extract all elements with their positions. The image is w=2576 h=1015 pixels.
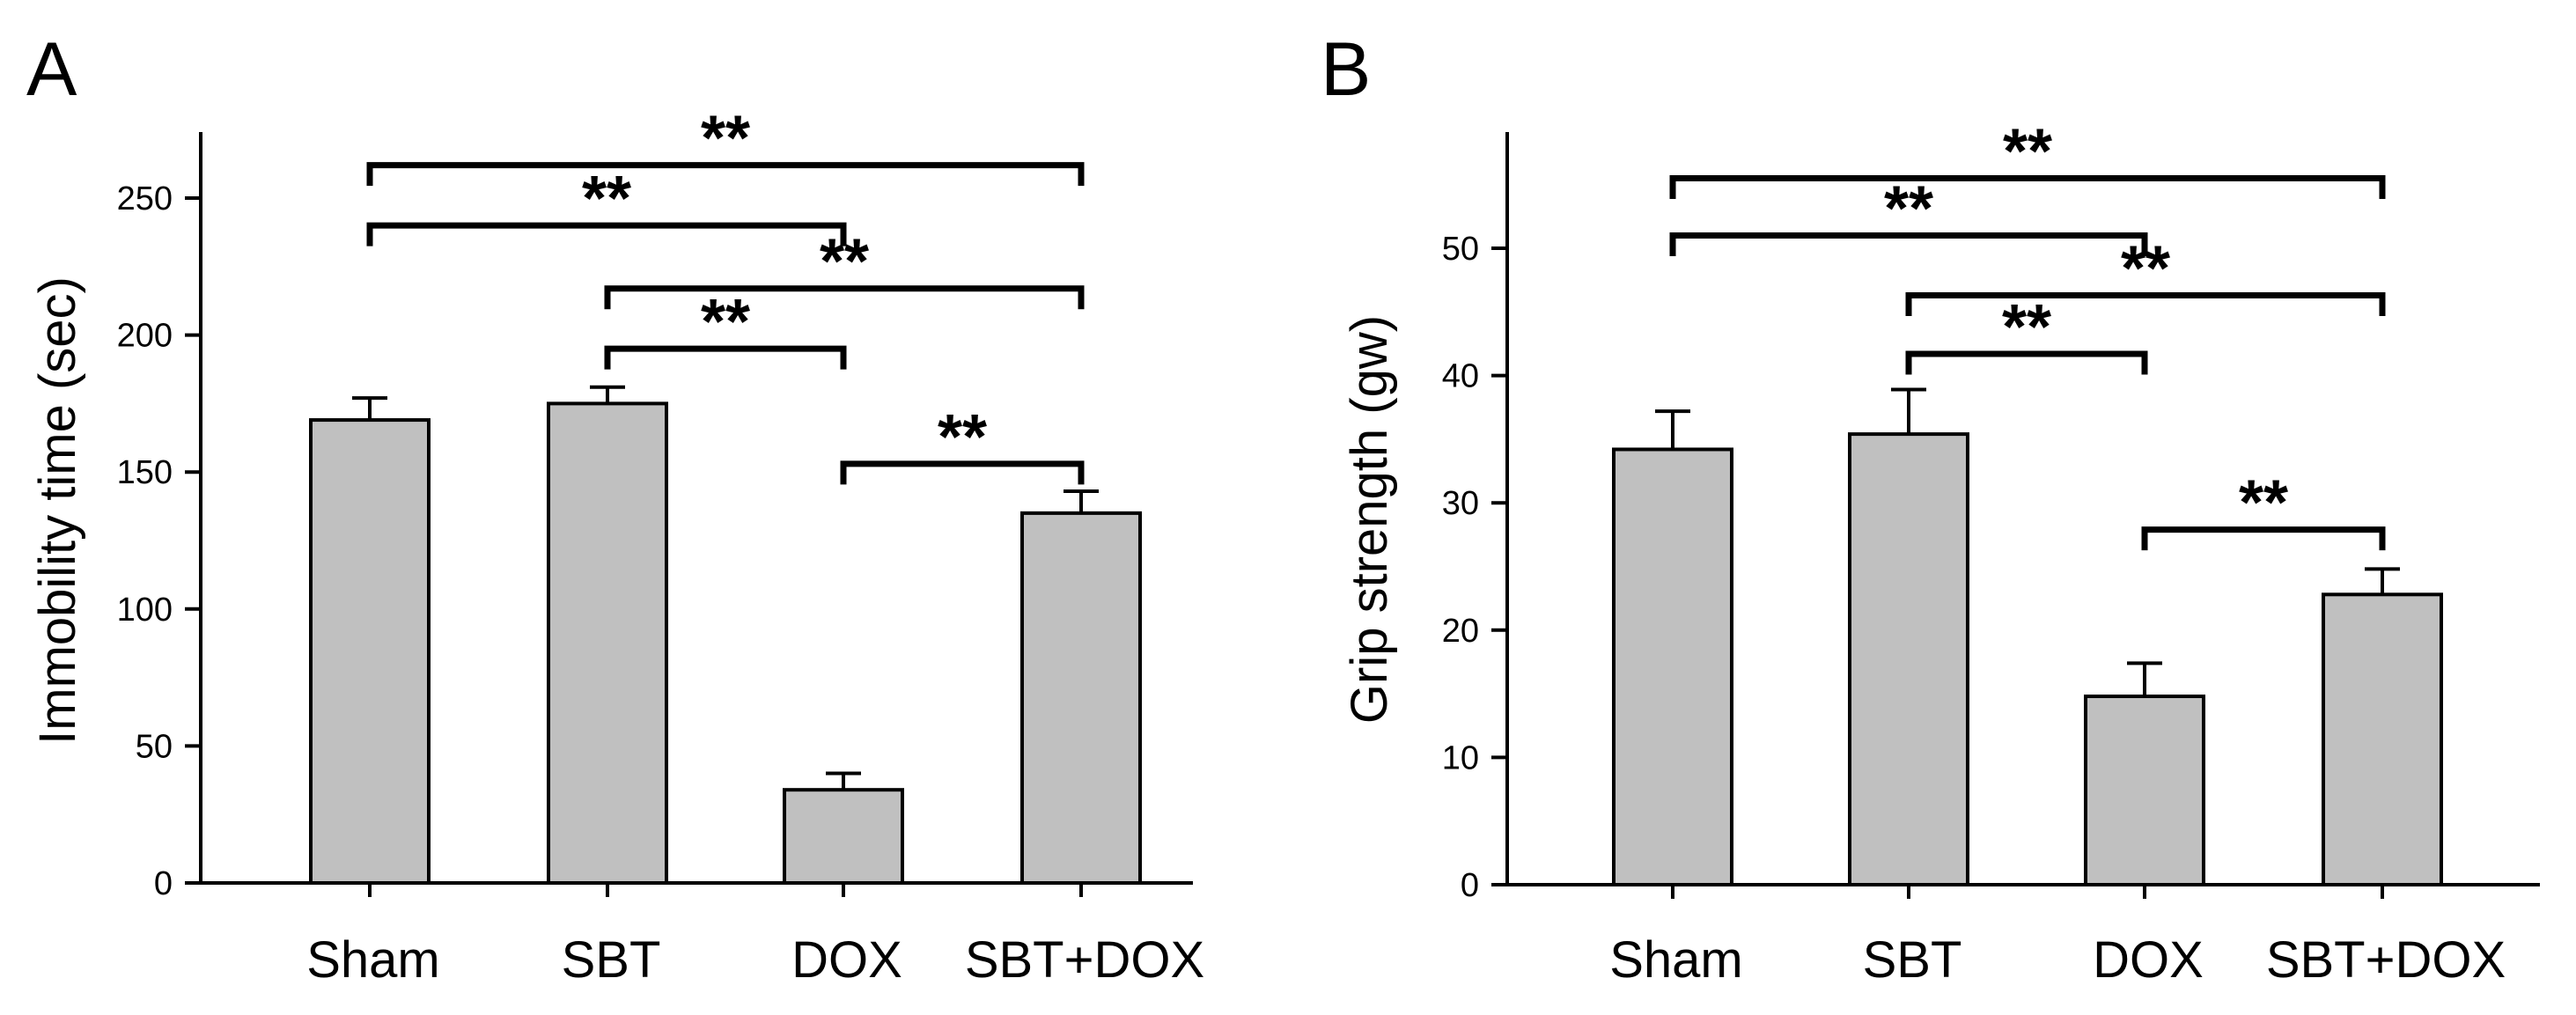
axes: 0 50 100 150 200 250 Sham SBT DOX SBT+DOX	[117, 132, 1204, 989]
significance-stars: **	[2003, 116, 2052, 187]
significance-brackets: ** ** ** ** **	[366, 104, 1085, 485]
y-tick-label: 0	[154, 865, 173, 902]
significance-stars: **	[938, 402, 987, 473]
panel-label: A	[26, 27, 77, 112]
significance-stars: **	[701, 104, 750, 174]
significance-stars: **	[820, 227, 869, 298]
x-category-label: DOX	[2093, 931, 2204, 989]
y-axis-label: Grip strength (gw)	[1341, 315, 1398, 724]
panel-b: B Grip strength (gw) 0 10 20 30 40 50 Sham SBT D…	[1321, 27, 2540, 989]
bar-sbt-dox	[2322, 592, 2443, 886]
y-tick-label: 20	[1442, 613, 1479, 650]
significance-stars: **	[701, 287, 750, 357]
significance-bracket	[1669, 174, 2386, 199]
significance-bracket	[840, 460, 1085, 485]
y-tick-label: 100	[117, 592, 173, 629]
bar-sbt	[547, 401, 668, 885]
y-tick-label: 250	[117, 180, 173, 217]
significance-stars: **	[582, 164, 631, 234]
y-tick-label: 200	[117, 318, 173, 355]
panel-label: B	[1321, 27, 1371, 112]
y-tick-label: 30	[1442, 485, 1479, 522]
y-tick-label: 50	[1442, 231, 1479, 268]
y-tick-label: 10	[1442, 739, 1479, 776]
y-tick-label: 40	[1442, 358, 1479, 395]
bar-sbt	[1848, 432, 1969, 886]
y-tick-label: 50	[136, 728, 173, 765]
x-category-label: SBT	[562, 931, 661, 989]
significance-brackets: ** ** ** ** **	[1669, 116, 2386, 551]
significance-bracket	[366, 162, 1085, 187]
bars	[1612, 387, 2443, 886]
significance-stars: **	[2239, 468, 2288, 539]
bars	[309, 385, 1142, 886]
panel-a: A Immobility time (sec) 0 50 100 150 200 250 S…	[26, 27, 1204, 989]
significance-bracket	[1905, 350, 2148, 375]
x-category-label: SBT	[1863, 931, 1962, 989]
significance-bracket	[2141, 526, 2386, 551]
x-category-label: SBT+DOX	[2266, 931, 2506, 989]
significance-bracket	[604, 285, 1085, 310]
significance-bracket	[1905, 292, 2386, 317]
y-axis-label: Immobility time (sec)	[29, 276, 86, 745]
bar-sham	[309, 418, 431, 885]
significance-stars: **	[2002, 292, 2051, 363]
significance-bracket	[604, 345, 847, 370]
bar-sbt-dox	[1020, 511, 1142, 885]
significance-stars: **	[1884, 174, 1933, 245]
significance-bracket	[366, 222, 847, 246]
bar-dox	[783, 788, 904, 886]
axes: 0 10 20 30 40 50 Sham SBT DOX SBT+DOX	[1442, 132, 2540, 989]
y-tick-label: 150	[117, 454, 173, 491]
y-tick-label: 0	[1461, 867, 1479, 904]
bar-sham	[1612, 447, 1733, 886]
x-category-label: SBT+DOX	[965, 931, 1204, 989]
bar-dox	[2084, 694, 2205, 886]
significance-bracket	[1669, 232, 2148, 257]
x-category-label: DOX	[791, 931, 902, 989]
significance-stars: **	[2121, 234, 2170, 305]
x-category-label: Sham	[306, 931, 440, 989]
x-category-label: Sham	[1609, 931, 1743, 989]
